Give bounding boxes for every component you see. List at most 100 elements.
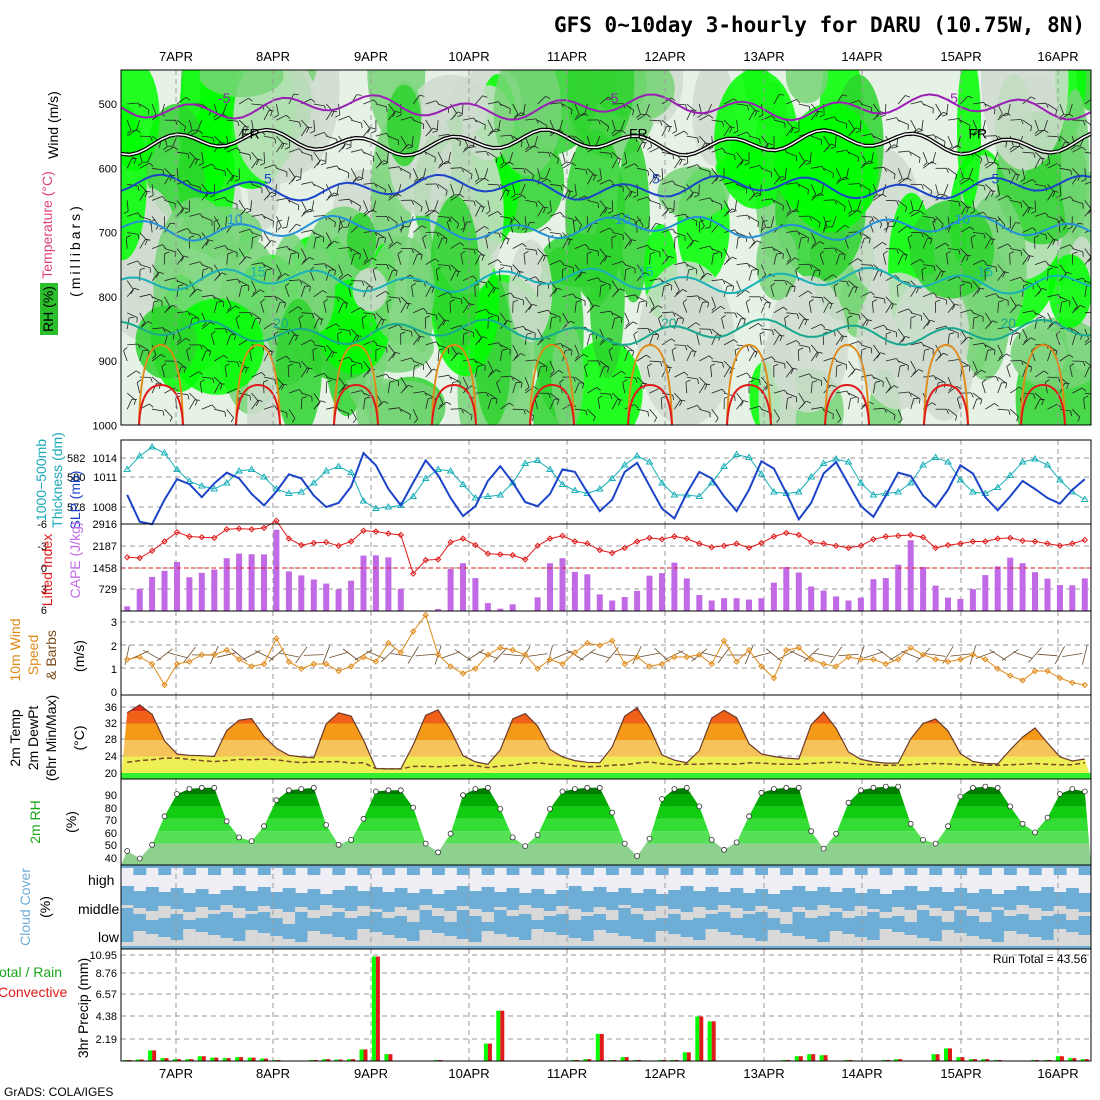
upper-wind-barb [661,180,673,185]
upper-wind-barb-flag [570,320,575,324]
upper-wind-barb [388,216,398,224]
upper-wind-barb [400,376,407,387]
upper-wind-barb-flag [436,183,439,189]
upper-wind-barb-flag [904,207,908,213]
upper-wind-barb [276,103,279,115]
upper-wind-barb [860,133,872,137]
upper-wind-barb [487,342,499,346]
upper-wind-barb [599,151,611,154]
upper-wind-barb-flag [481,255,485,261]
upper-wind-barb-flag [754,352,758,358]
precip-convective-bar [338,1059,343,1061]
upper-wind-barb-flag [787,396,793,399]
high-cloud-cell [232,865,246,875]
upper-wind-barb-flag [248,97,253,102]
upper-wind-barb [636,264,644,275]
thickness-point [148,443,156,450]
upper-wind-barb-flag [464,145,469,150]
upper-wind-barb [276,135,285,145]
upper-wind-barb [326,165,337,169]
low-cloud-cell [1016,934,1030,946]
upper-wind-barb-flag [1007,195,1012,200]
cape-bar [186,577,193,611]
wind-speed-point [546,656,554,663]
surface-isotherm [923,383,969,425]
upper-wind-barb [968,168,974,179]
upper-wind-barb-flag [912,370,917,375]
upper-wind-barb [500,103,511,109]
upper-wind-barb [786,209,796,217]
upper-wind-barb [201,294,213,298]
side-labels: Wind (m/s) Temperature (°C) (millibars) … [0,91,91,1058]
upper-wind-barb-flag [381,320,385,326]
upper-wind-barb [1072,305,1081,314]
upper-wind-barb [910,210,921,217]
upper-wind-barb [649,278,661,282]
upper-wind-barb-flag [459,242,465,246]
upper-wind-barb [835,335,843,346]
upper-wind-barb [686,405,698,410]
low-cloud-cell [295,942,308,946]
upper-wind-barb-flag [139,267,145,271]
upper-wind-barb [709,216,713,228]
upper-wind-barb [922,152,928,163]
upper-wind-barb-flag [535,118,539,124]
upper-wind-barb [520,184,526,195]
upper-wind-barb-flag [619,288,625,291]
upper-wind-barb-flag [597,119,601,125]
isotherm-line [121,318,1091,346]
upper-wind-barb-flag [438,348,445,351]
upper-wind-barb [1084,119,1091,126]
upper-wind-barb-flag [592,174,598,176]
upper-wind-barb [1022,337,1032,346]
date-label-top: 13APR [743,49,784,64]
upper-wind-barb [214,196,225,201]
upper-wind-barb [301,312,313,314]
precip-tick-label: 8.76 [96,968,117,980]
upper-wind-barb-flag [439,402,444,407]
10m-wind-barb [639,652,660,658]
upper-wind-barb-flag [1030,96,1036,100]
low-cloud-cell [991,942,1005,946]
cape-bar [982,575,989,611]
upper-wind-barb-flag [271,240,277,243]
upper-wind-barb [152,408,164,412]
upper-wind-barb-flag [920,258,925,263]
upper-wind-barb [139,264,151,269]
upper-wind-barb-flag [546,226,552,231]
precip-total-bar [707,1021,712,1061]
thickness-point [372,504,380,511]
thickness-point [869,491,878,498]
upper-wind-barb-flag [859,231,862,237]
upper-wind-barb [809,152,812,164]
upper-wind-barb [500,134,512,137]
upper-wind-barb-flag [921,101,925,106]
lifted-index-point [720,542,728,550]
wind-speed-point [596,642,604,649]
cape-tick-label: 729 [99,584,117,596]
upper-wind-barb [1034,370,1045,378]
upper-wind-barb-flag [669,255,675,259]
upper-wind-barb [525,248,537,251]
upper-wind-barb-flag [137,260,142,265]
upper-wind-barb [325,270,330,281]
lifted-index-point [733,540,740,547]
upper-wind-barb-flag [1053,238,1059,241]
upper-wind-barb-flag [1070,146,1076,151]
rh-point [572,786,578,792]
upper-wind-barb [524,216,527,228]
mid-cloud-gap [817,905,831,916]
cloud-low-label: low [98,929,120,945]
rh-point [149,841,156,848]
upper-wind-barb [151,244,163,249]
upper-wind-barb-flag [608,347,614,351]
10m-wind-barb [415,653,436,657]
low-cloud-cell [755,941,769,946]
upper-wind-barb-flag [349,247,353,253]
upper-wind-barb [736,232,747,238]
lifted-index-point [372,528,380,535]
thickness-point [1043,461,1052,468]
low-cloud-cell [805,939,818,946]
upper-wind-barb-flag [952,146,958,148]
upper-wind-barb [574,353,584,362]
